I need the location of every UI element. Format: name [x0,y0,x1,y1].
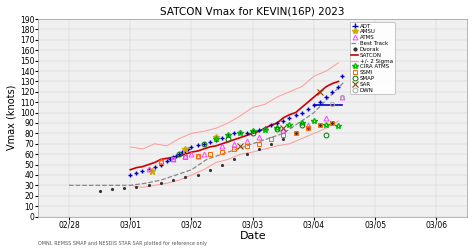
Y-axis label: Vmax (knots): Vmax (knots) [7,85,17,151]
Legend: ADT, AMSU, ATMS, Best Track, Dvorak, SATCON, +/- 2 Sigma, CIRA ATMS, SSMI, SMAP,: ADT, AMSU, ATMS, Best Track, Dvorak, SAT… [350,22,394,94]
Title: SATCON Vmax for KEVIN(16P) 2023: SATCON Vmax for KEVIN(16P) 2023 [161,7,345,17]
X-axis label: Date: Date [239,231,266,241]
Text: OMNI, REMSS SMAP and NESDIS STAR SAR plotted for reference only: OMNI, REMSS SMAP and NESDIS STAR SAR plo… [38,241,207,246]
